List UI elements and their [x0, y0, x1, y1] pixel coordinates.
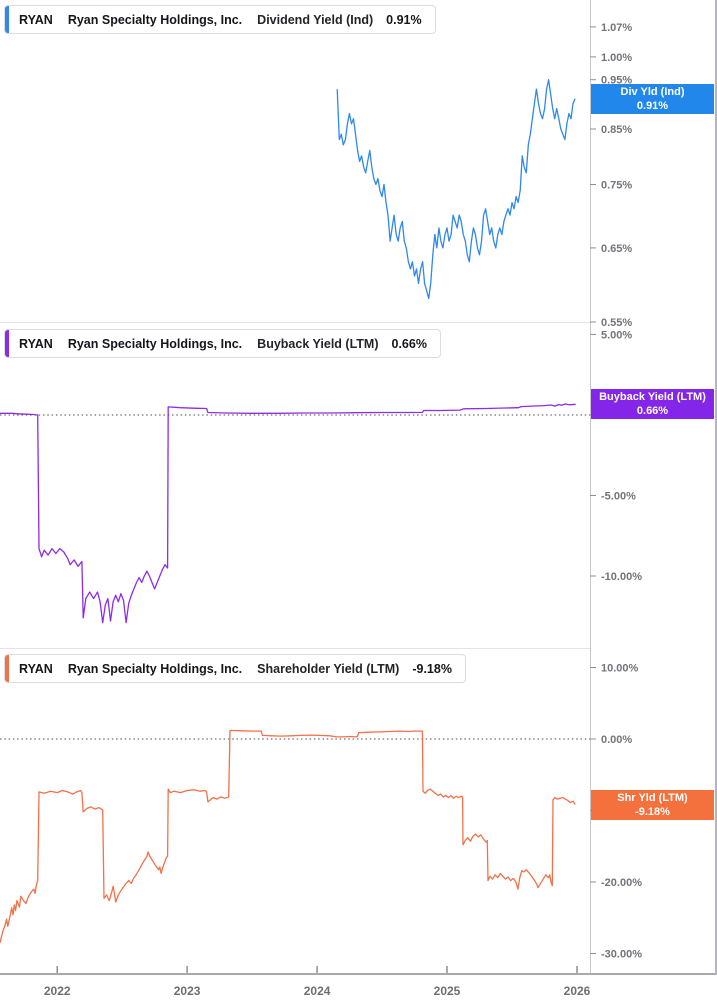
legend-company-name: Ryan Specialty Holdings, Inc.: [67, 12, 243, 27]
y-axis-label: 5.00%: [601, 329, 632, 341]
y-axis-label: -5.00%: [601, 491, 636, 503]
panel-separator: [0, 322, 590, 323]
x-axis-label: 2023: [174, 984, 201, 998]
x-axis-label: 2025: [434, 984, 461, 998]
badge-value-label: 0.91%: [636, 100, 669, 112]
legend-last-value: 0.66%: [391, 336, 427, 351]
x-axis-label: 2022: [44, 984, 71, 998]
legend-metric-name: Buyback Yield (LTM): [257, 336, 379, 351]
badge-value-label: -9.18%: [635, 806, 670, 818]
y-axis-label: 0.65%: [601, 243, 632, 255]
x-axis-line: [0, 973, 717, 975]
last-value-badge-buyback: Buyback Yield (LTM) 0.66%: [591, 389, 714, 419]
y-axis-label: -30.00%: [601, 949, 642, 961]
chart-right-border: [715, 0, 717, 975]
legend-metric-name: Dividend Yield (Ind): [257, 12, 374, 27]
badge-value-label: 0.66%: [636, 405, 669, 417]
legend-metric-name: Shareholder Yield (LTM): [257, 661, 400, 676]
buyback-yield-series-line: [0, 403, 576, 624]
y-axis-label: 1.07%: [601, 22, 632, 34]
x-axis-label: 2026: [564, 984, 591, 998]
panel-separator: [0, 648, 590, 649]
last-value-badge-shareholder: Shr Yld (LTM) -9.18%: [591, 790, 714, 820]
y-axis-label: 0.75%: [601, 180, 632, 192]
legend-ticker: RYAN: [19, 12, 53, 27]
badge-metric-label: Div Yld (Ind): [620, 86, 685, 98]
legend-company-name: Ryan Specialty Holdings, Inc.: [67, 661, 243, 676]
right-axis-line: [590, 0, 591, 973]
y-axis-label: 1.00%: [601, 52, 632, 64]
legend-ticker: RYAN: [19, 336, 53, 351]
y-axis-label: 0.55%: [601, 317, 632, 329]
y-axis-label: 0.95%: [601, 75, 632, 87]
y-axis-label: 0.85%: [601, 124, 632, 136]
legend-color-bar: [5, 6, 9, 33]
badge-metric-label: Buyback Yield (LTM): [599, 391, 706, 403]
legend-buyback-yield[interactable]: RYAN Ryan Specialty Holdings, Inc. Buyba…: [4, 329, 441, 358]
y-axis-label: -10.00%: [601, 571, 642, 583]
legend-color-bar: [5, 330, 9, 357]
y-axis-label: 0.00%: [601, 734, 632, 746]
legend-last-value: 0.91%: [386, 12, 422, 27]
badge-metric-label: Shr Yld (LTM): [617, 792, 688, 804]
legend-color-bar: [5, 655, 9, 682]
last-value-badge-dividend: Div Yld (Ind) 0.91%: [591, 84, 714, 114]
legend-last-value: -9.18%: [412, 661, 452, 676]
legend-company-name: Ryan Specialty Holdings, Inc.: [67, 336, 243, 351]
y-axis-label: -20.00%: [601, 877, 642, 889]
x-axis-label: 2024: [304, 984, 331, 998]
y-axis-label: 10.00%: [601, 663, 639, 675]
shareholder-yield-series-line: [0, 729, 576, 943]
legend-shareholder-yield[interactable]: RYAN Ryan Specialty Holdings, Inc. Share…: [4, 654, 466, 683]
dividend-yield-series-line: [336, 79, 576, 300]
legend-ticker: RYAN: [19, 661, 53, 676]
legend-dividend-yield[interactable]: RYAN Ryan Specialty Holdings, Inc. Divid…: [4, 5, 436, 34]
